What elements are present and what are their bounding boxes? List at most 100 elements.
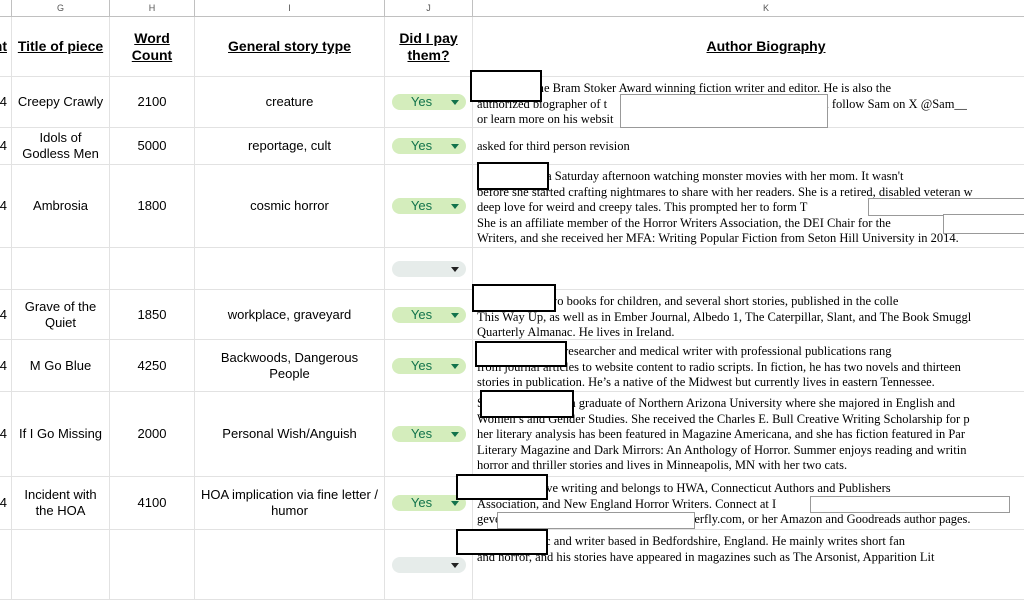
bio-line: S s a graduate of Northern Arizona Unive…	[477, 396, 956, 410]
cell-text: reportage, cult	[247, 138, 332, 153]
dropdown-arrow-icon	[450, 204, 459, 209]
cell-prev[interactable]: 4	[0, 392, 12, 477]
cell-bio[interactable]: is an academic and writer based in Bedfo…	[473, 530, 1024, 600]
cell-type[interactable]: creature	[195, 77, 385, 128]
column-header[interactable]: J	[385, 0, 473, 17]
cell-text: M Go Blue	[29, 357, 92, 373]
cell-words[interactable]: 5000	[110, 128, 195, 165]
paid-dropdown-chip[interactable]	[391, 556, 466, 573]
cell-title[interactable]	[12, 248, 110, 290]
cell-text: Idols of Godless Men	[22, 130, 99, 161]
bio-line: deep love for weird and creepy tales. Th…	[477, 200, 808, 214]
bio-line: horror and thriller stories and lives in…	[477, 458, 848, 472]
cell-paid[interactable]: Yes	[385, 128, 473, 165]
cell-paid[interactable]: Yes	[385, 477, 473, 530]
cell-paid[interactable]: Yes	[385, 340, 473, 392]
cell-title[interactable]	[12, 530, 110, 600]
cell-title[interactable]: Grave of the Quiet	[12, 290, 110, 340]
cell-bio[interactable]	[473, 248, 1024, 290]
cell-text: 1800	[137, 198, 167, 213]
cell-text: 4250	[137, 357, 167, 373]
cell-text: HOA implication via fine letter / humor	[200, 487, 379, 518]
cell-prev[interactable]: 4	[0, 128, 12, 165]
cell-title[interactable]: If I Go Missing	[12, 392, 110, 477]
paid-dropdown-chip[interactable]: Yes	[391, 94, 466, 110]
paid-dropdown-chip[interactable]: Yes	[391, 306, 466, 323]
cell-prev[interactable]	[0, 248, 12, 290]
cell-words[interactable]: 1800	[110, 165, 195, 248]
cell-title[interactable]: Idols of Godless Men	[12, 128, 110, 165]
cell-paid[interactable]: Yes	[385, 165, 473, 248]
redaction-box	[497, 512, 695, 529]
cell-text: 2100	[137, 94, 167, 109]
header-story-type[interactable]: General story type	[195, 17, 385, 77]
bio-line: e spent many a Saturday afternoon watchi…	[477, 169, 904, 183]
cell-paid[interactable]: Yes	[385, 290, 473, 340]
cell-type[interactable]	[195, 248, 385, 290]
cell-prev[interactable]	[0, 530, 12, 600]
dropdown-arrow-icon	[450, 266, 459, 272]
cell-bio[interactable]: S s a graduate of Northern Arizona Unive…	[473, 392, 1024, 477]
cell-paid[interactable]: Yes	[385, 392, 473, 477]
cell-text: 4	[0, 306, 7, 322]
cell-title[interactable]: Incident with the HOA	[12, 477, 110, 530]
cell-type[interactable]	[195, 530, 385, 600]
cell-words[interactable]: 2000	[110, 392, 195, 477]
cell-text: creature	[265, 94, 314, 109]
cell-paid[interactable]	[385, 248, 473, 290]
column-header[interactable]: H	[110, 0, 195, 17]
cell-prev[interactable]: 4	[0, 340, 12, 392]
cell-text: If I Go Missing	[18, 426, 103, 441]
cell-type[interactable]: Backwoods, Dangerous People	[195, 340, 385, 392]
cell-text: Grave of the Quiet	[24, 298, 97, 330]
redaction-box	[470, 70, 542, 102]
cell-title[interactable]: Creepy Crawly	[12, 77, 110, 128]
paid-dropdown-chip[interactable]: Yes	[391, 495, 466, 511]
bio-line: She is an affiliate member of the Horror…	[477, 215, 891, 230]
cell-type[interactable]: HOA implication via fine letter / humor	[195, 477, 385, 530]
paid-dropdown-chip[interactable]: Yes	[391, 357, 466, 374]
cell-type[interactable]: workplace, graveyard	[195, 290, 385, 340]
paid-dropdown-chip[interactable]	[391, 260, 466, 277]
header-prev[interactable]: nt	[0, 17, 12, 77]
column-header[interactable]: G	[12, 0, 110, 17]
cell-words[interactable]: 1850	[110, 290, 195, 340]
chip-label: Yes	[410, 94, 433, 109]
paid-dropdown-chip[interactable]: Yes	[391, 426, 466, 442]
column-header[interactable]	[0, 0, 12, 17]
paid-dropdown-chip[interactable]: Yes	[391, 138, 466, 154]
header-title[interactable]: Title of piece	[12, 17, 110, 77]
bio-line: geve erfly.com, or her Amazon and Goodre…	[477, 512, 971, 526]
cell-paid[interactable]: Yes	[385, 77, 473, 128]
cell-type[interactable]: reportage, cult	[195, 128, 385, 165]
cell-text: 4	[0, 198, 7, 213]
bio-line: or learn more on his websit	[477, 112, 614, 126]
cell-bio[interactable]: MFA in creative writing and belongs to H…	[473, 477, 1024, 530]
dropdown-arrow-icon	[450, 501, 459, 506]
dropdown-arrow-icon	[450, 562, 459, 568]
cell-words[interactable]	[110, 530, 195, 600]
header-word-count[interactable]: Word Count	[110, 17, 195, 77]
column-header[interactable]: I	[195, 0, 385, 17]
header-paid[interactable]: Did I pay them?	[385, 17, 473, 77]
cell-title[interactable]: Ambrosia	[12, 165, 110, 248]
cell-words[interactable]: 4100	[110, 477, 195, 530]
header-bio[interactable]: Author Biography	[473, 17, 1024, 77]
cell-text: 2000	[137, 426, 167, 441]
cell-title[interactable]: M Go Blue	[12, 340, 110, 392]
cell-prev[interactable]: 4	[0, 165, 12, 248]
cell-bio[interactable]: asked for third person revision	[473, 128, 1024, 165]
column-header[interactable]: K	[473, 0, 1024, 17]
cell-text: Incident with the HOA	[24, 487, 97, 518]
cell-type[interactable]: cosmic horror	[195, 165, 385, 248]
cell-words[interactable]: 2100	[110, 77, 195, 128]
cell-prev[interactable]: 4	[0, 290, 12, 340]
cell-words[interactable]: 4250	[110, 340, 195, 392]
paid-dropdown-chip[interactable]: Yes	[391, 198, 466, 214]
cell-prev[interactable]: 4	[0, 77, 12, 128]
dropdown-arrow-icon	[450, 432, 459, 437]
cell-prev[interactable]: 4	[0, 477, 12, 530]
cell-type[interactable]: Personal Wish/Anguish	[195, 392, 385, 477]
cell-words[interactable]	[110, 248, 195, 290]
redaction-box	[477, 162, 549, 190]
